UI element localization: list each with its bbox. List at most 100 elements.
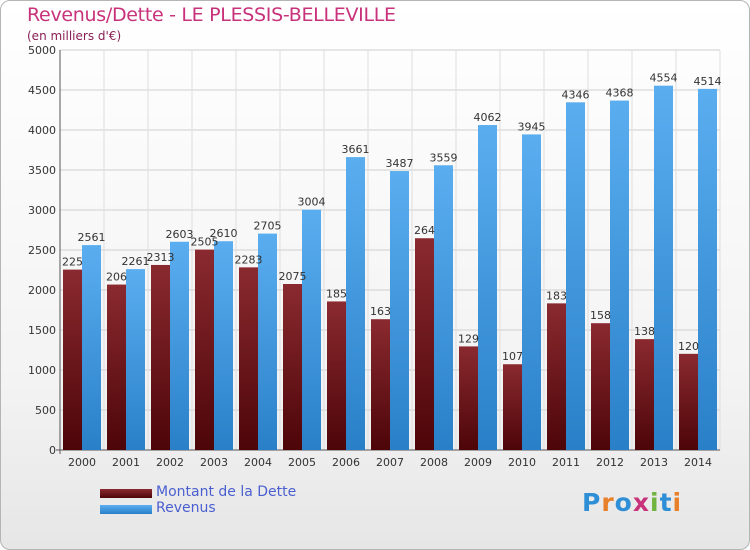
legend-swatch-dette [100, 489, 152, 498]
x-tick-label: 2009 [464, 456, 492, 469]
data-label-revenus: 4346 [562, 88, 590, 101]
data-label-dette: 2075 [279, 270, 307, 283]
data-label-revenus: 3004 [298, 196, 326, 209]
data-label-revenus: 2610 [210, 227, 238, 240]
data-label-revenus: 3661 [342, 143, 370, 156]
bar-dette [239, 267, 258, 450]
data-label-revenus: 4514 [694, 75, 722, 88]
y-tick-label: 3000 [28, 204, 56, 217]
x-tick-label: 2008 [420, 456, 448, 469]
data-label-dette: 107 [502, 350, 523, 363]
x-tick-label: 2003 [200, 456, 228, 469]
y-tick-label: 500 [35, 404, 56, 417]
bar-dette [195, 249, 214, 450]
bar-revenus [258, 233, 277, 450]
x-tick-label: 2007 [376, 456, 404, 469]
data-label-dette: 206 [106, 271, 127, 284]
y-tick-label: 2000 [28, 284, 56, 297]
data-label-revenus: 3945 [518, 120, 546, 133]
bar-dette [327, 301, 346, 450]
bar-dette [459, 346, 478, 450]
data-labels: 225 206 2313 2505 2283 2075 185 163 264 129 107 183… [62, 72, 722, 364]
legend-label-dette: Montant de la Dette [156, 484, 297, 500]
data-label-dette: 2313 [147, 251, 175, 264]
axes: 0 500 1000 1500 2000 2500 3000 3500 4000 4500 5000… [28, 44, 720, 469]
bar-revenus [610, 100, 629, 450]
data-label-dette: 163 [370, 305, 391, 318]
data-label-revenus: 4062 [474, 111, 502, 124]
proxiti-logo: Proxiti [582, 488, 682, 517]
data-label-dette: 185 [326, 287, 347, 300]
x-tick-label: 2012 [596, 456, 624, 469]
data-label-dette: 183 [546, 289, 567, 302]
bars [63, 85, 717, 451]
bar-revenus [390, 171, 409, 451]
y-tick-label: 2500 [28, 244, 56, 257]
bar-revenus [698, 88, 717, 450]
logo-letter: x [632, 488, 650, 517]
data-label-dette: 129 [458, 332, 479, 345]
bar-dette [283, 284, 302, 450]
bar-revenus [82, 245, 101, 450]
logo-letter: r [601, 488, 615, 517]
logo-letter: o [614, 488, 633, 517]
data-label-revenus: 2561 [78, 231, 106, 244]
x-tick-label: 2001 [112, 456, 140, 469]
data-label-revenus: 2705 [254, 220, 282, 233]
y-tick-label: 1000 [28, 364, 56, 377]
y-tick-label: 0 [49, 444, 56, 457]
bar-revenus [434, 165, 453, 450]
bar-dette [63, 269, 82, 450]
bar-dette [547, 303, 566, 450]
data-label-dette: 264 [414, 224, 435, 237]
data-label-dette: 120 [678, 340, 699, 353]
logo-letter: i [650, 488, 660, 517]
data-label-revenus: 3559 [430, 151, 458, 164]
data-label-revenus: 4368 [606, 87, 634, 100]
bar-revenus [566, 102, 585, 450]
y-tick-label: 3500 [28, 164, 56, 177]
x-tick-label: 2004 [244, 456, 272, 469]
bar-revenus [654, 85, 673, 451]
x-tick-label: 2013 [640, 456, 668, 469]
data-label-dette: 2505 [191, 236, 219, 249]
bar-revenus [302, 209, 321, 450]
x-tick-label: 2005 [288, 456, 316, 469]
data-label-revenus: 3487 [386, 157, 414, 170]
data-label-dette: 158 [590, 309, 611, 322]
data-label-revenus: 4554 [650, 72, 678, 85]
bar-dette [591, 323, 610, 450]
bar-dette [415, 238, 434, 450]
y-tick-label: 4500 [28, 84, 56, 97]
logo-letter: P [582, 488, 602, 517]
x-tick-label: 2010 [508, 456, 536, 469]
bar-dette [151, 264, 170, 450]
bar-revenus [214, 241, 233, 450]
x-tick-label: 2014 [684, 456, 712, 469]
bar-revenus [346, 157, 365, 450]
chart-title: Revenus/Dette - LE PLESSIS-BELLEVILLE [27, 4, 396, 26]
bar-dette [503, 364, 522, 450]
x-tick-label: 2011 [552, 456, 580, 469]
legend-swatch-revenus [100, 505, 152, 514]
data-label-revenus: 2261 [122, 255, 150, 268]
x-tick-label: 2006 [332, 456, 360, 469]
bar-dette [107, 284, 126, 450]
y-tick-label: 4000 [28, 124, 56, 137]
x-tick-label: 2002 [156, 456, 184, 469]
x-tick-label: 2000 [68, 456, 96, 469]
bar-dette [371, 319, 390, 450]
bar-revenus [478, 125, 497, 450]
legend-label-revenus: Revenus [156, 500, 216, 516]
data-label-dette: 138 [634, 325, 655, 338]
bar-dette [635, 339, 654, 450]
data-label-revenus: 2603 [166, 228, 194, 241]
logo-letter: t [659, 488, 673, 517]
chart-subtitle: (en milliers d'€) [27, 29, 122, 43]
data-label-dette: 2283 [235, 253, 263, 266]
logo-letter: i [672, 488, 683, 517]
bar-dette [679, 353, 698, 450]
bar-revenus [522, 134, 541, 450]
bar-revenus [126, 269, 145, 450]
